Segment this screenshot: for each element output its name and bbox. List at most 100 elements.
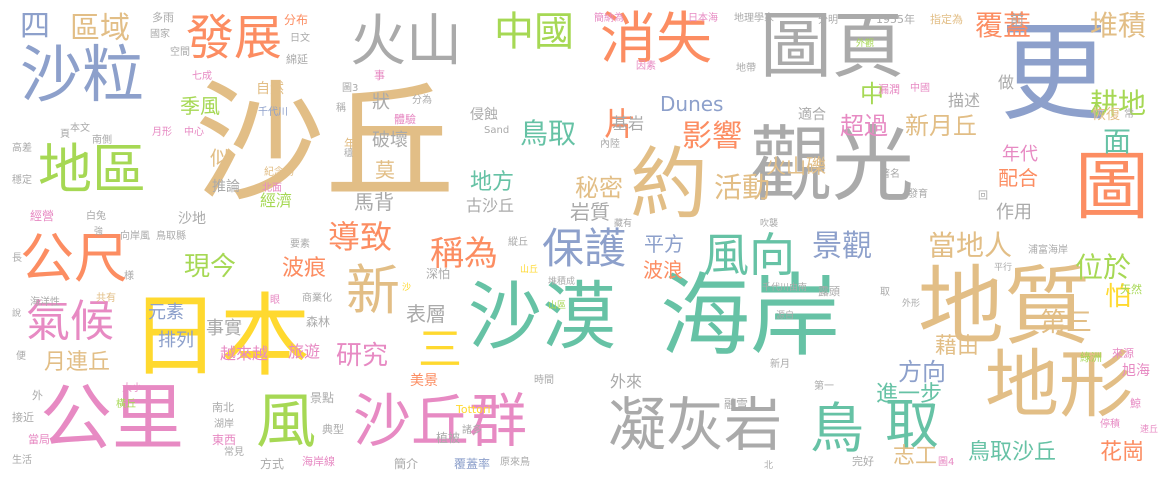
cloud-word: 大小: [122, 383, 142, 394]
cloud-word: 南側: [92, 135, 112, 146]
cloud-word: 影響: [682, 119, 742, 154]
cloud-word: 海洋性: [30, 297, 60, 308]
cloud-word: 凝灰岩: [608, 391, 783, 459]
cloud-word: 當地人: [928, 229, 1013, 262]
cloud-word: 研究: [336, 341, 389, 371]
cloud-word: 回: [978, 191, 988, 202]
cloud-word: 日文: [290, 33, 310, 44]
cloud-word: 日本: [130, 284, 310, 389]
cloud-word: 圖: [1075, 144, 1149, 230]
cloud-word: 藏有: [614, 219, 633, 229]
cloud-word: 天然: [1120, 283, 1142, 296]
cloud-word: 山區: [548, 301, 567, 311]
cloud-word: 稱為: [430, 234, 498, 274]
cloud-word: 山丘: [520, 265, 539, 275]
cloud-word: 外來: [610, 372, 643, 391]
cloud-word: 沙地: [178, 211, 206, 227]
cloud-word: 千代川: [258, 107, 288, 118]
cloud-word: 地形: [985, 342, 1133, 428]
cloud-word: 東西: [212, 433, 237, 447]
cloud-word: Sand: [484, 125, 510, 136]
cloud-word: 新月丘: [905, 112, 977, 140]
cloud-word: 前: [1010, 13, 1024, 29]
cloud-word: 怕: [1105, 282, 1132, 312]
cloud-word: 季風: [180, 94, 220, 118]
cloud-word: 外: [32, 389, 43, 402]
cloud-word: 年: [344, 137, 357, 151]
cloud-word: 七成: [192, 71, 212, 82]
cloud-word: 新: [346, 259, 400, 322]
cloud-word: 活動: [714, 171, 771, 204]
cloud-word: 覆蓋: [975, 9, 1032, 42]
cloud-word: 本文: [70, 123, 90, 134]
cloud-word: 沙丘群: [353, 387, 528, 455]
cloud-word: 綿延: [286, 53, 308, 66]
cloud-word: 北面: [262, 183, 282, 194]
cloud-word: 森林: [306, 315, 331, 329]
cloud-word: 地區: [38, 138, 146, 201]
cloud-word: 新月: [770, 359, 790, 370]
cloud-word: 古沙丘: [466, 196, 515, 215]
cloud-word: 中國: [494, 9, 574, 55]
cloud-word: 商業化: [302, 293, 332, 304]
cloud-word: 沙丘: [195, 67, 456, 219]
cloud-word: 植被: [436, 431, 461, 445]
cloud-word: 地方: [470, 170, 515, 195]
cloud-word: 配合: [998, 166, 1038, 190]
cloud-word: 便: [16, 351, 26, 362]
cloud-word: 藉由: [935, 334, 980, 359]
cloud-word: 似: [210, 146, 230, 170]
cloud-word: 鯨: [1130, 397, 1141, 410]
cloud-word: 取: [880, 287, 890, 298]
cloud-word: 景觀: [812, 229, 872, 264]
cloud-word: 推論: [212, 179, 240, 195]
cloud-word: 沙漠: [468, 274, 616, 360]
cloud-word: 鳥取縣: [156, 231, 186, 242]
cloud-word: 向岸風: [120, 231, 150, 242]
cloud-word: 取: [885, 393, 939, 456]
cloud-word: 保護: [542, 224, 627, 273]
cloud-word: 様: [124, 271, 134, 282]
cloud-word: 片: [604, 105, 637, 143]
cloud-word: 更: [1000, 11, 1109, 136]
cloud-word: 南北: [212, 401, 234, 414]
cloud-word: 分為: [412, 95, 432, 106]
cloud-word: 高差: [12, 143, 32, 154]
cloud-word: 第一: [814, 381, 834, 392]
cloud-word: 火山礫: [766, 154, 826, 178]
cloud-word: 穩定: [12, 175, 32, 186]
cloud-word: 穩: [344, 149, 354, 159]
cloud-word: 堆積成: [548, 277, 576, 287]
cloud-word: Dunes: [660, 92, 724, 116]
cloud-word: 中: [860, 80, 884, 108]
cloud-word: 當局: [28, 433, 50, 446]
cloud-word: 覆蓋率: [454, 457, 491, 471]
cloud-word: 耕地: [1090, 87, 1147, 120]
cloud-word: 氣候: [26, 296, 114, 347]
cloud-word: 描述: [948, 91, 981, 110]
cloud-word: 中心: [184, 127, 204, 138]
cloud-word: 因素: [636, 61, 656, 72]
cloud-word: 源自: [776, 311, 795, 321]
cloud-word: 風: [256, 387, 316, 457]
cloud-word: 強: [94, 227, 104, 237]
cloud-word: 月連丘: [44, 350, 111, 375]
cloud-word: 觀光: [750, 118, 915, 213]
cloud-word: 地帶: [736, 63, 756, 74]
cloud-word: 漏潤: [878, 83, 900, 96]
cloud-word: Tottori: [456, 403, 491, 416]
cloud-word: 沙粒: [20, 38, 145, 111]
cloud-word: 自然: [256, 81, 284, 97]
cloud-word: 典型: [322, 423, 344, 436]
cloud-word: 發展: [186, 10, 283, 66]
cloud-word: 常: [1124, 109, 1134, 120]
cloud-word: 生活: [12, 455, 32, 466]
cloud-word: 位於: [1075, 251, 1132, 284]
cloud-word: 著名: [880, 169, 900, 180]
cloud-word: 表層: [406, 302, 446, 326]
cloud-word: 平行: [994, 263, 1013, 273]
cloud-word: 月形: [152, 127, 172, 138]
cloud-word: 岩質: [570, 200, 610, 224]
cloud-word: 平方: [644, 232, 684, 256]
cloud-word: 做: [998, 73, 1015, 92]
